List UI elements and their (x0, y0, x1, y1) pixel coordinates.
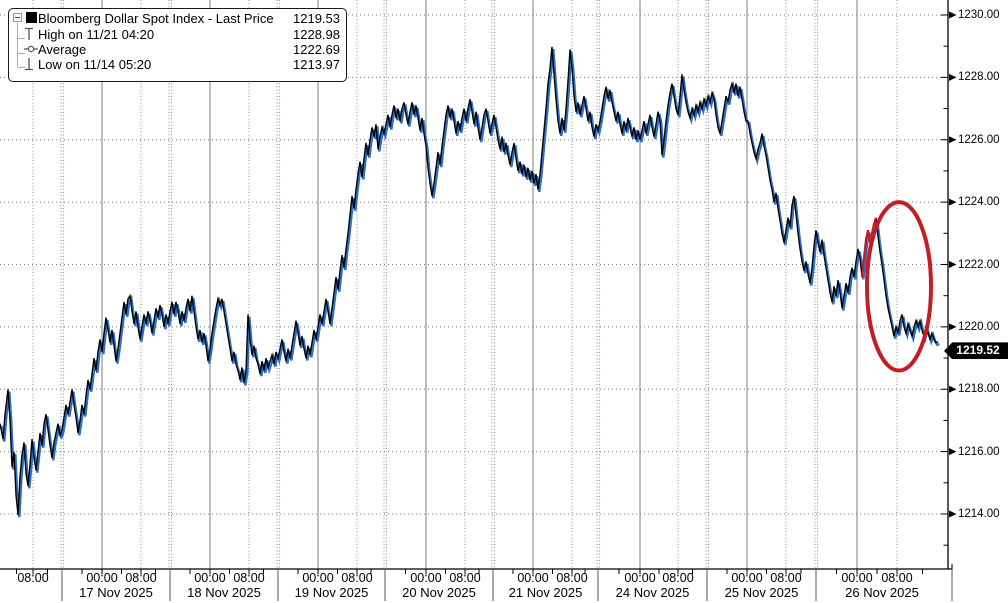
legend-tree-branch (18, 53, 25, 54)
low-marker-icon (24, 57, 34, 74)
x-axis-time-label: 00:00 (86, 571, 118, 585)
y-tick-arrow-icon (949, 73, 957, 81)
average-marker-icon (24, 42, 38, 59)
x-axis-date-label: 19 Nov 2025 (294, 585, 369, 600)
price-line (0, 46, 939, 515)
x-axis-time-label: 08:00 (556, 571, 588, 585)
legend-tree-line (17, 23, 18, 67)
x-axis-date-label: 18 Nov 2025 (187, 585, 261, 600)
red-highlight-segment (860, 217, 878, 278)
x-axis-time-label: 00:00 (731, 571, 763, 585)
x-axis-time-label: 00:00 (624, 571, 656, 585)
x-axis-time-label: 00:00 (302, 571, 334, 585)
x-axis-time-label: 08:00 (233, 571, 265, 585)
average-value: 1222.69 (293, 42, 340, 57)
x-axis-date-label: 25 Nov 2025 (724, 585, 799, 600)
red-circle-annotation (865, 200, 933, 373)
x-axis-time-label: 08:00 (662, 571, 694, 585)
x-axis-time-label: 08:00 (881, 571, 913, 585)
legend-row-low: Low on 11/14 05:20 1213.97 (9, 57, 346, 72)
y-axis-tick-label: 1214.00 (958, 508, 1000, 520)
x-axis-date-label: 24 Nov 2025 (615, 585, 690, 600)
high-value: 1228.98 (293, 27, 340, 42)
x-axis-time-label: 08:00 (17, 571, 49, 585)
y-axis-tick-label: 1218.00 (958, 383, 1000, 396)
y-tick-arrow-icon (949, 261, 957, 268)
x-axis-time-label: 00:00 (194, 571, 226, 585)
series-label: Bloomberg Dollar Spot Index - Last Price (38, 11, 274, 26)
legend-expander-icon[interactable] (13, 13, 22, 22)
average-label: Average (38, 42, 87, 57)
legend-row-average: Average 1222.69 (9, 42, 346, 57)
y-tick-arrow-icon (949, 11, 957, 19)
x-axis-date-label: 17 Nov 2025 (79, 585, 153, 600)
last-price-tag: 1219.52 (944, 342, 1008, 360)
y-tick-arrow-icon (949, 136, 957, 144)
y-tick-arrow-icon (949, 198, 957, 206)
y-axis-tick-label: 1216.00 (958, 445, 1000, 458)
y-axis-tick-label: 1226.00 (958, 133, 1000, 146)
y-tick-arrow-icon (949, 448, 957, 456)
legend-tree-branch (18, 38, 25, 39)
legend-row-series: Bloomberg Dollar Spot Index - Last Price… (9, 11, 346, 26)
x-axis-time-label: 08:00 (125, 571, 157, 585)
y-axis-tick-label: 1222.00 (958, 258, 1000, 271)
x-axis-time-label: 08:00 (770, 571, 802, 585)
y-axis-tick-label: 1220.00 (958, 320, 1000, 333)
series-color-swatch (26, 12, 37, 23)
x-axis-date-label: 20 Nov 2025 (402, 585, 476, 600)
x-axis-date-label: 21 Nov 2025 (508, 585, 583, 600)
y-tick-arrow-icon (949, 510, 957, 518)
x-axis-time-label: 00:00 (517, 571, 549, 585)
x-axis-time-label: 00:00 (841, 571, 873, 585)
price-line (0, 48, 940, 518)
last-price-value: 1219.52 (956, 343, 1000, 358)
x-axis-date-label: 26 Nov 2025 (845, 585, 919, 600)
y-tick-arrow-icon (949, 385, 957, 393)
y-axis-tick-label: 1230.00 (958, 9, 1000, 21)
y-axis-tick-label: 1228.00 (958, 71, 1000, 84)
high-marker-icon (24, 27, 34, 44)
legend-box: Bloomberg Dollar Spot Index - Last Price… (8, 8, 347, 82)
legend-tree-branch (18, 67, 25, 68)
low-value: 1213.97 (293, 57, 340, 72)
x-axis-time-label: 08:00 (449, 571, 481, 585)
high-label: High on 11/21 04:20 (38, 27, 155, 42)
low-label: Low on 11/14 05:20 (38, 57, 152, 72)
series-last-value: 1219.53 (293, 11, 340, 26)
y-axis-tick-label: 1224.00 (958, 196, 1000, 209)
x-axis-time-label: 00:00 (410, 571, 442, 585)
legend-row-high: High on 11/21 04:20 1228.98 (9, 27, 346, 42)
y-tick-arrow-icon (949, 323, 957, 331)
x-axis-time-label: 08:00 (341, 571, 373, 585)
